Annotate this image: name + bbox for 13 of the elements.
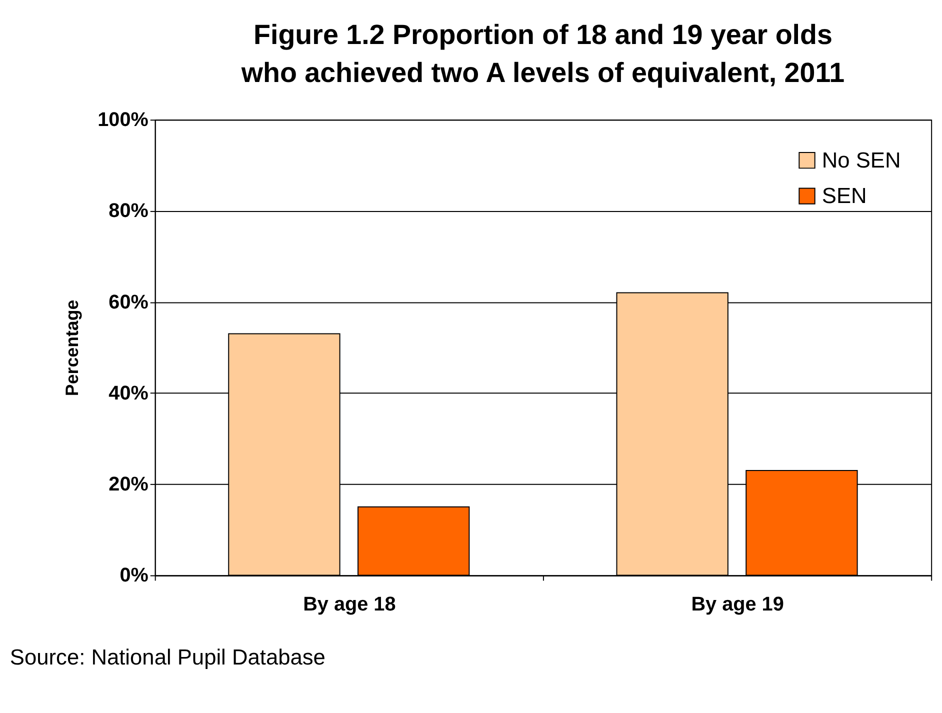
y-tick-label: 20%	[108, 474, 149, 496]
y-axis-title: Percentage	[62, 300, 82, 396]
y-tick-label: 80%	[108, 200, 149, 222]
legend-label: No SEN	[822, 147, 901, 172]
y-tick-label: 100%	[98, 109, 149, 132]
y-tick-label: 0%	[120, 564, 149, 587]
y-tick-label: 60%	[108, 291, 149, 314]
legend-label: SEN	[822, 183, 867, 208]
source-note: Source: National Pupil Database	[10, 644, 326, 670]
x-tick-label: By age 19	[691, 593, 784, 616]
x-tick-label: By age 18	[303, 593, 396, 616]
chart-title: Figure 1.2 Proportion of 18 and 19 year olds who achieved two A levels of equivalent, 2011	[240, 19, 845, 88]
y-tick-label: 40%	[108, 382, 149, 404]
